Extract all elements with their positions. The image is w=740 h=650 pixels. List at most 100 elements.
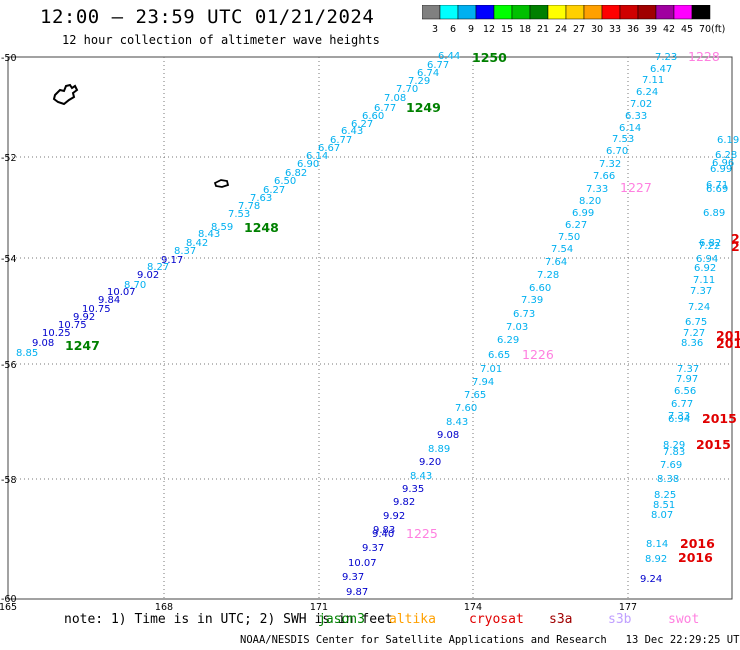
wave-height-value: 7.54 [551, 244, 573, 255]
wave-height-value: 9.08 [32, 338, 54, 349]
pass-label: 1226 [522, 347, 554, 362]
wave-height-value: 6.99 [572, 208, 594, 219]
map-title: 12:00 — 23:59 UTC 01/21/2024 [40, 6, 375, 28]
campbell-island-shape [213, 179, 230, 188]
colorbar-label: 15 [501, 24, 513, 35]
wave-height-value: 7.33 [668, 411, 690, 422]
pass-label: 2016 [680, 536, 715, 551]
wave-height-value: 9.37 [362, 543, 384, 554]
wave-height-value: 8.29 [663, 440, 685, 451]
pass-label: 1248 [244, 220, 279, 235]
wave-height-value: 6.92 [694, 263, 716, 274]
wave-height-value: 6.94 [696, 254, 718, 265]
wave-height-value: 7.97 [676, 374, 698, 385]
wave-height-value: 7.60 [455, 403, 477, 414]
colorbar-label: 33 [609, 24, 621, 35]
pass-label: 1247 [65, 338, 100, 353]
wave-height-value: 6.27 [263, 185, 285, 196]
wave-height-value: 7.78 [238, 201, 260, 212]
auckland-islands-shape [52, 83, 79, 106]
wave-height-value: 6.75 [685, 317, 707, 328]
wave-height-value: 8.70 [124, 280, 146, 291]
wave-height-value: 8.51 [653, 500, 675, 511]
wave-height-value: 8.43 [446, 417, 468, 428]
wave-height-value: 9.02 [137, 270, 159, 281]
pass-label: 1249 [406, 100, 441, 115]
credit-text: NOAA/NESDIS Center for Satellite Applica… [240, 634, 607, 646]
map-frame [7, 56, 733, 600]
wave-height-value: 6.96 [712, 158, 734, 169]
wave-height-value: 6.71 [706, 180, 728, 191]
wave-height-value: 7.11 [693, 275, 715, 286]
wave-height-value: 6.94 [668, 414, 690, 425]
wave-height-value: 6.90 [297, 159, 319, 170]
wave-height-value: 10.75 [82, 304, 111, 315]
wave-height-value: 6.14 [619, 123, 641, 134]
wave-height-value: 6.24 [636, 87, 658, 98]
wave-height-value: 8.43 [198, 229, 220, 240]
wave-height-value: 6.43 [341, 126, 363, 137]
wave-height-value: 7.23 [655, 52, 677, 63]
wave-height-value: 8.89 [428, 444, 450, 455]
wave-height-value: 8.25 [654, 490, 676, 501]
wave-height-value: 6.89 [703, 208, 725, 219]
colorbar-label: 45 [681, 24, 693, 35]
wave-height-value: 7.37 [677, 364, 699, 375]
wave-height-value: 6.73 [513, 309, 535, 320]
pass-label: 2015 [702, 411, 737, 426]
colorbar-label: 36 [627, 24, 639, 35]
wave-height-value: 9.17 [161, 255, 183, 266]
wave-height-value: 6.77 [427, 60, 449, 71]
wave-height-value: 9.35 [402, 484, 424, 495]
wave-height-value: 9.37 [342, 572, 364, 583]
wave-height-value: 7.64 [545, 257, 567, 268]
latitude-label: -56 [1, 360, 17, 371]
wave-height-value: 7.32 [599, 159, 621, 170]
wave-height-value: 8.85 [16, 348, 38, 359]
pass-label: 1225 [406, 526, 438, 541]
wave-height-value: 8.27 [147, 262, 169, 273]
wave-height-value: 9.92 [73, 312, 95, 323]
colorbar-label: 24 [555, 24, 567, 35]
wave-height-value: 6.70 [606, 146, 628, 157]
wave-height-value: 7.29 [408, 76, 430, 87]
wave-height-value: 9.84 [98, 295, 120, 306]
wave-height-value: 8.92 [645, 554, 667, 565]
wave-height-value: 6.56 [674, 386, 696, 397]
satellite-legend-item: s3a [549, 612, 573, 627]
wave-height-value: 7.50 [558, 232, 580, 243]
footer-credit: NOAA/NESDIS Center for Satellite Applica… [240, 634, 740, 646]
longitude-label: 165 [0, 602, 17, 610]
latitude-label: -52 [1, 153, 17, 164]
wave-height-colorbar: 3 6 9 12 15 18 21 24 27 30 33 36 39 42 45 70 (ft) [422, 5, 725, 35]
wave-height-value: 7.69 [660, 460, 682, 471]
colorbar-swatch [691, 5, 711, 20]
wave-height-value: 7.03 [506, 322, 528, 333]
footer-note: note: 1) Time is in UTC; 2) SWH is in fe… [64, 612, 393, 627]
wave-height-value: 6.50 [274, 176, 296, 187]
wave-height-value: 6.99 [710, 164, 732, 175]
wave-height-value: 6.77 [374, 103, 396, 114]
wave-height-value: 7.02 [630, 99, 652, 110]
wave-height-value: 7.63 [250, 193, 272, 204]
wave-height-value: 8.43 [410, 471, 432, 482]
colorbar-label: 3 [432, 24, 438, 35]
pass-label: 2 [731, 231, 740, 246]
satellite-legend-item: s3b [608, 612, 632, 627]
pass-label: 2 [731, 239, 740, 254]
colorbar-unit: (ft) [711, 24, 725, 35]
wave-height-value: 7.39 [521, 295, 543, 306]
wave-height-value: 6.67 [318, 143, 340, 154]
wave-height-value: 6.29 [497, 335, 519, 346]
pass-label: 1228 [688, 49, 720, 64]
wave-height-value: 7.66 [593, 171, 615, 182]
map-subtitle: 12 hour collection of altimeter wave hei… [62, 33, 380, 47]
longitude-label: 171 [310, 602, 328, 610]
latitude-label: -58 [1, 475, 17, 486]
wave-height-value: 10.25 [42, 328, 71, 339]
pass-label: 1250 [472, 50, 507, 65]
wave-height-value: 7.37 [690, 286, 712, 297]
longitude-label: 168 [155, 602, 173, 610]
wave-height-value: 6.74 [417, 68, 439, 79]
